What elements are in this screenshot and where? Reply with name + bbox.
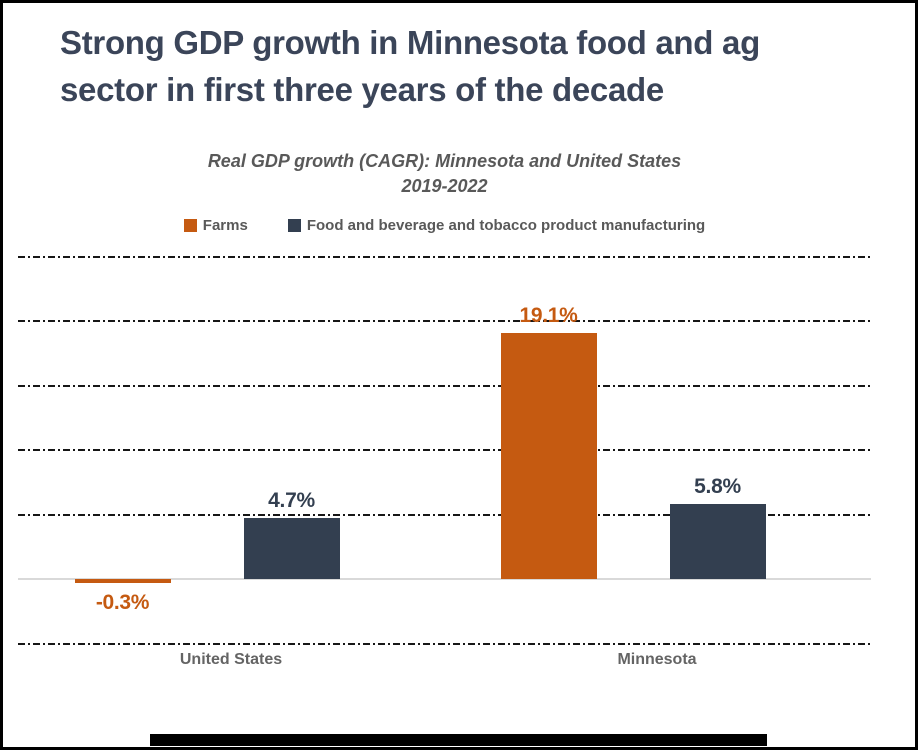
bottom-black-bar [150,734,767,746]
bar-value-label: 5.8% [694,475,741,498]
page-title-line1: Strong GDP growth in Minnesota food and … [60,24,760,61]
gridline [18,320,871,322]
bar-farms-minnesota [500,333,597,579]
gridline [18,255,871,258]
legend-item: Food and beverage and tobacco product ma… [287,217,706,234]
page-title-line2: sector in first three years of the decad… [60,71,664,108]
legend-swatch-icon [287,219,301,232]
bar-value-label: 4.7% [268,489,315,512]
gridline [18,642,871,645]
bar-value-label: -0.3% [95,591,150,614]
plot-area: -0.3% 19.1% 4.7% 5.8% United States Minnesota [3,3,915,747]
category-label: United States [179,651,283,668]
chart-subtitle: Real GDP growth (CAGR): Minnesota and Un… [18,149,871,199]
gridline [18,384,871,387]
axis-baseline [18,578,871,580]
bar-value-label: 19.1% [519,304,578,327]
legend-label: Food and beverage and tobacco product ma… [306,217,706,234]
legend-item: Farms [183,217,248,234]
legend-swatch-icon [183,219,197,232]
bar-farms-united-states [74,579,171,583]
legend-label: Farms [202,217,248,234]
bar-food-united-states [243,518,340,579]
bar-food-minnesota [669,504,766,579]
gridline [18,449,871,451]
category-label: Minnesota [617,651,697,668]
chart-subtitle-line2: 2019-2022 [401,176,488,196]
gridline [18,513,871,516]
chart-subtitle-line1: Real GDP growth (CAGR): Minnesota and Un… [207,151,682,171]
legend: Farms Food and beverage and tobacco produ… [18,217,871,234]
page-title: Strong GDP growth in Minnesota food and … [60,19,880,113]
